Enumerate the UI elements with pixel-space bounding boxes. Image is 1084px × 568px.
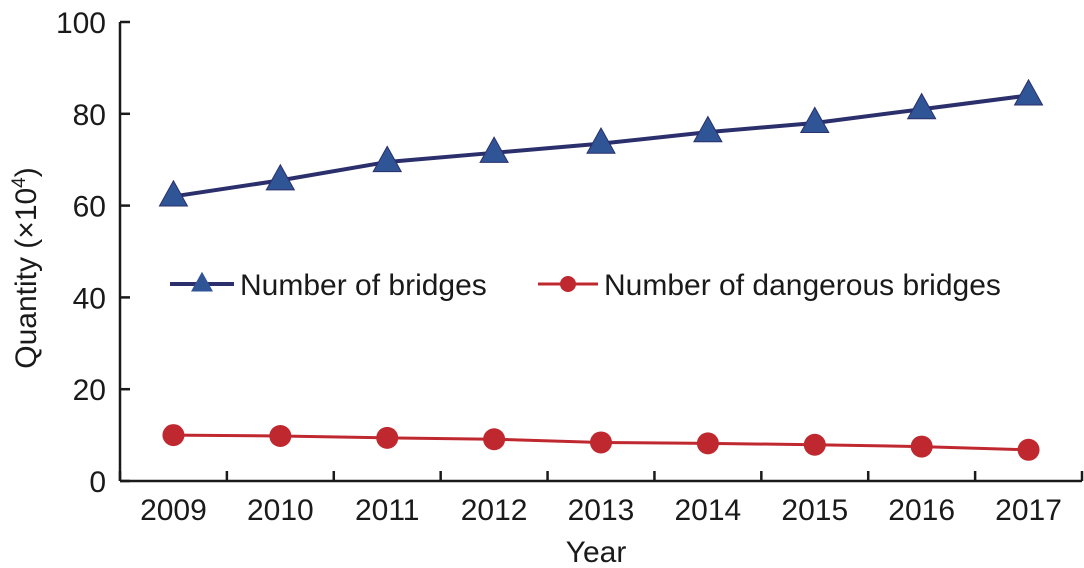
data-point [483, 428, 506, 451]
legend-item-1: Number of bridges [170, 269, 487, 302]
legend-label: Number of bridges [240, 269, 487, 302]
x-tick-label: 2014 [675, 494, 742, 527]
x-tick-label: 2011 [355, 494, 420, 527]
y-tick-label: 80 [73, 99, 106, 132]
series-1 [158, 78, 1044, 207]
data-point [265, 163, 296, 191]
data-point [799, 106, 830, 134]
data-point [803, 433, 826, 456]
x-tick-label: 2015 [781, 494, 848, 527]
data-point [1017, 438, 1040, 461]
series-2 [162, 424, 1040, 461]
data-point [906, 92, 937, 120]
x-tick-label: 2010 [247, 494, 314, 527]
x-tick-label: 2012 [461, 494, 528, 527]
x-tick-label: 2016 [888, 494, 955, 527]
x-tick-label: 2013 [568, 494, 635, 527]
data-point [372, 145, 403, 173]
legend: Number of bridges Number of dangerous bri… [170, 269, 1001, 302]
y-tick-label: 40 [73, 282, 106, 315]
legend-item-2: Number of dangerous bridges [538, 269, 1001, 302]
data-point [590, 431, 612, 454]
data-point [269, 425, 292, 448]
y-tick-label: 0 [89, 466, 106, 499]
data-point [158, 179, 189, 207]
data-point [910, 435, 933, 458]
data-point [479, 136, 509, 163]
legend-marker [191, 271, 213, 292]
data-point [162, 424, 185, 447]
data-point [693, 115, 723, 143]
series-layer [158, 78, 1044, 461]
axes: 0 20 40 60 80 100 2009 2010 2011 2012 2013 2014 2015… [56, 7, 1084, 527]
x-axis-title: Year [566, 536, 627, 568]
data-point [586, 126, 616, 154]
y-tick-label: 100 [56, 7, 106, 40]
y-axis-title-main: Quantity (×10 [10, 188, 43, 369]
y-axis-title: Quantity (×104) [9, 167, 43, 369]
y-tick-label: 60 [73, 191, 106, 224]
legend-marker [560, 276, 576, 292]
x-tick-label: 2009 [140, 494, 207, 527]
data-point [376, 426, 399, 449]
data-point [696, 432, 719, 455]
y-axis-title-superscript: 4 [9, 177, 30, 188]
y-tick-label: 20 [73, 374, 106, 407]
y-axis-title-tail: ) [10, 167, 43, 177]
legend-label: Number of dangerous bridges [604, 269, 1001, 302]
data-point [1013, 78, 1044, 106]
x-tick-label: 2017 [995, 494, 1062, 527]
